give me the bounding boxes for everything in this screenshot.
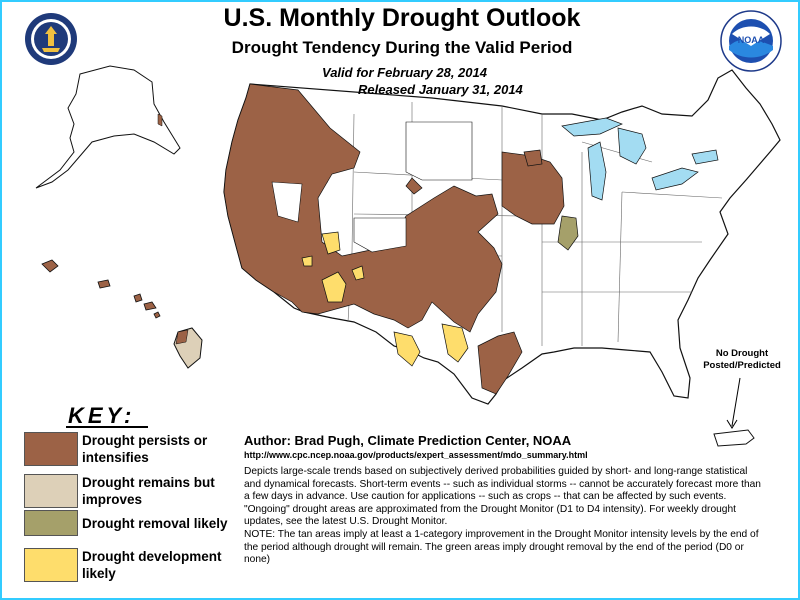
key-label-removal: Drought removal likely (82, 516, 228, 531)
page-title: U.S. Monthly Drought Outlook (223, 4, 581, 32)
alaska-outline (35, 65, 181, 189)
great-lakes (561, 117, 719, 201)
key-label-persists: Drought persists or intensifies (82, 433, 208, 465)
page-subtitle: Drought Tendency During the Valid Period (231, 38, 573, 57)
key-label-improves: Drought remains but improves (82, 475, 215, 507)
no-drought-label: No Drought Posted/Predicted (703, 348, 781, 371)
hawaii-islands (41, 259, 161, 319)
key-underline (66, 426, 148, 428)
alaska-drought-area (157, 113, 163, 127)
note-text: NOTE: The tan areas imply at least a 1-c… (244, 528, 759, 566)
description-text: Depicts large-scale trends based on subj… (244, 466, 761, 528)
key-label-development: Drought development likely (82, 549, 222, 581)
author-line: Author: Brad Pugh, Climate Prediction Ce… (244, 433, 572, 448)
key-swatch-removal (24, 510, 78, 536)
key-title: KEY: (68, 403, 136, 428)
description-block: Depicts large-scale trends based on subj… (244, 466, 764, 567)
release-date: Released January 31, 2014 (358, 82, 523, 97)
drought-development-areas (301, 231, 469, 367)
key-swatch-persists (24, 432, 78, 466)
summary-url[interactable]: http://www.cpc.ncep.noaa.gov/products/ex… (244, 450, 588, 460)
key-swatch-development (24, 548, 78, 582)
drought-removal-area (557, 215, 579, 251)
key-swatch-improves (24, 474, 78, 508)
big-island-drought (175, 329, 189, 345)
puerto-rico (713, 429, 755, 447)
commerce-seal-icon (25, 13, 77, 65)
drought-persists-areas (223, 83, 565, 395)
valid-date: Valid for February 28, 2014 (322, 65, 487, 80)
noaa-logo-text: NOAA (738, 35, 765, 45)
noaa-logo-icon: NOAA (720, 10, 782, 72)
